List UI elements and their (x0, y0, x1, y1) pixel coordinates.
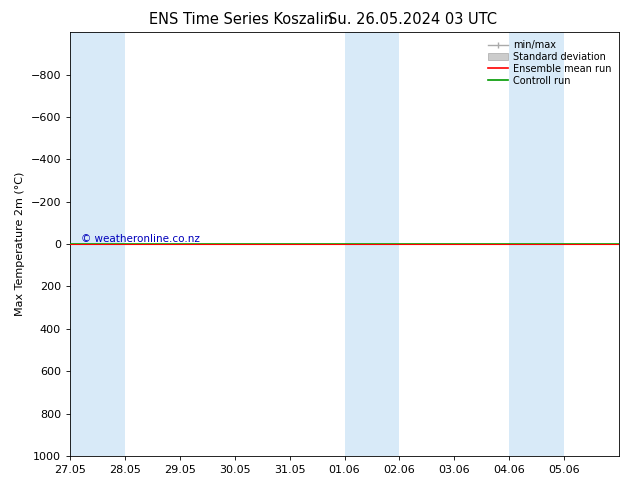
Bar (70, 32, 125, 456)
Bar (509, 32, 564, 456)
Legend: min/max, Standard deviation, Ensemble mean run, Controll run: min/max, Standard deviation, Ensemble me… (486, 37, 614, 89)
Text: ENS Time Series Koszalin: ENS Time Series Koszalin (149, 12, 333, 27)
Y-axis label: Max Temperature 2m (°C): Max Temperature 2m (°C) (15, 172, 25, 316)
Bar (344, 32, 399, 456)
Text: © weatheronline.co.nz: © weatheronline.co.nz (81, 234, 200, 244)
Text: Su. 26.05.2024 03 UTC: Su. 26.05.2024 03 UTC (328, 12, 496, 27)
